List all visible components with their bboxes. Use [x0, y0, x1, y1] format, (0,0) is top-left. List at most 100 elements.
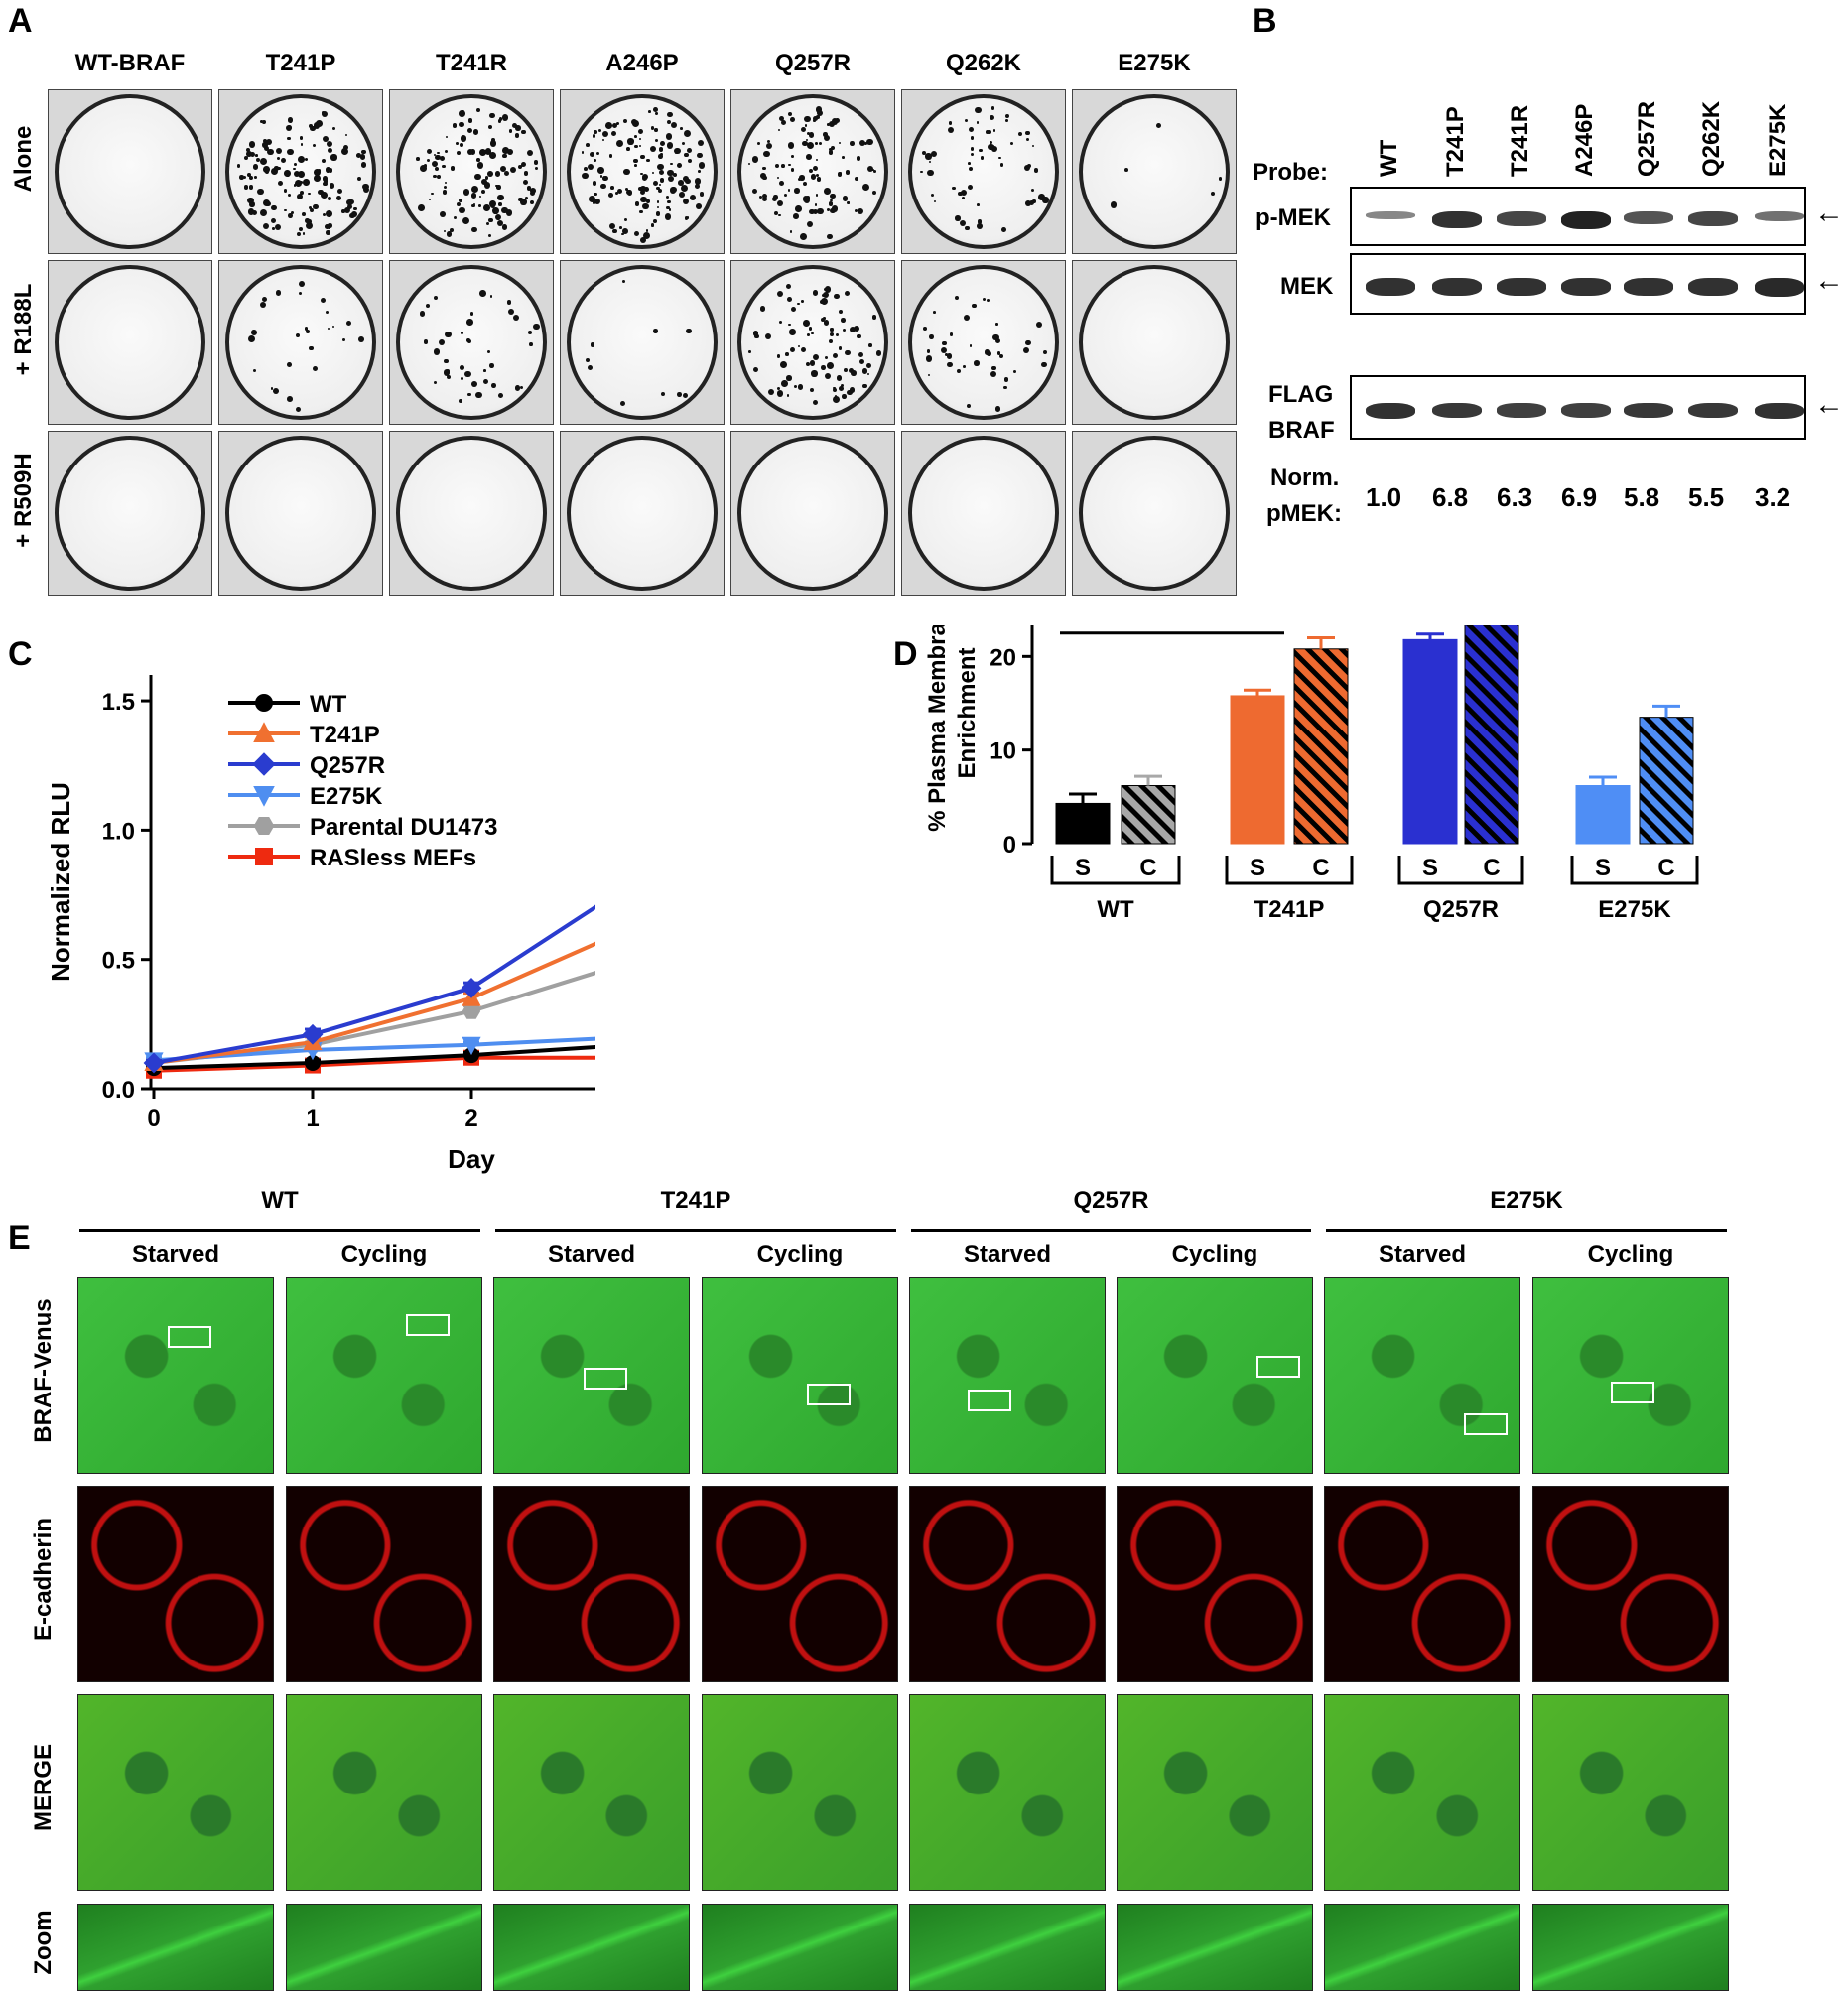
colony-dot [489, 294, 493, 298]
blot-band [1624, 211, 1673, 225]
colony-dot [751, 156, 758, 163]
colony-column-label: T241R [435, 50, 508, 76]
colony-dot [496, 219, 503, 226]
colony-dot [794, 188, 800, 194]
micrograph [286, 1694, 482, 1891]
data-point [462, 1036, 481, 1056]
culture-dish [396, 265, 547, 420]
colony-dot [753, 366, 759, 373]
colony-dot [640, 154, 645, 160]
data-point [253, 722, 275, 742]
zoom-micrograph [1324, 1904, 1520, 1991]
colony-dot [639, 189, 646, 196]
colony-dot [464, 370, 471, 378]
colony-dot [830, 146, 835, 150]
colony-dot [298, 170, 305, 178]
colony-dot [521, 164, 524, 167]
colony-dot [314, 168, 321, 176]
colony-dot [932, 310, 936, 314]
colony-dot [273, 167, 276, 170]
colony-dot [520, 162, 527, 168]
colony-dot [313, 365, 319, 371]
colony-dot [800, 232, 807, 240]
colony-dot [485, 221, 490, 225]
data-point [305, 1054, 321, 1071]
colony-dot [509, 167, 516, 174]
colony-dot [588, 164, 594, 171]
colony-dot [803, 196, 810, 202]
culture-dish [55, 265, 205, 420]
colony-dot [1033, 168, 1039, 173]
colony-dot [418, 204, 426, 212]
data-point [461, 977, 482, 998]
colony-column-label: WT-BRAF [74, 50, 186, 76]
colony-dot [520, 385, 524, 389]
colony-dot [431, 160, 439, 168]
colony-dot [590, 342, 595, 347]
colony-dot [605, 122, 613, 129]
colony-dot [299, 136, 304, 140]
colony-dot [287, 362, 292, 367]
colony-dot [619, 400, 626, 407]
bar-group [1121, 774, 1176, 845]
colony-dot [843, 329, 847, 332]
colony-dot [610, 186, 614, 190]
colony-dot [322, 176, 329, 182]
colony-dot [871, 315, 877, 320]
colony-dot [638, 144, 641, 147]
colony-dot [681, 141, 685, 145]
legend-entry: E275K [228, 783, 383, 810]
colony-dot [444, 229, 447, 232]
colony-dot [823, 317, 826, 320]
colony-dot [495, 215, 501, 221]
arrow-left-icon: ← [1814, 264, 1844, 297]
colony-dot [309, 345, 314, 350]
colony-dot [977, 219, 983, 224]
colony-dot [1156, 123, 1162, 129]
colony-dot [873, 169, 876, 173]
colony-dot [431, 192, 434, 196]
colony-dot [592, 181, 596, 186]
norm-pmek-value: 6.8 [1432, 482, 1469, 512]
blot-membrane [1350, 375, 1806, 440]
colony-dot [243, 156, 249, 161]
colony-dot [262, 119, 266, 124]
bar [1293, 648, 1349, 845]
colony-dot [438, 338, 445, 345]
blot-band [1497, 211, 1546, 226]
micrograph [1117, 1486, 1313, 1682]
colony-dot [427, 158, 431, 162]
colony-dot [515, 125, 521, 131]
colony-dot [260, 120, 263, 123]
micrograph [493, 1277, 690, 1474]
colony-dot [850, 141, 855, 147]
colony-dot [970, 135, 975, 140]
colony-dot [456, 201, 461, 207]
colony-dot [633, 158, 638, 164]
colony-dot [642, 203, 649, 210]
colony-dot [778, 321, 783, 325]
colony-dot [265, 201, 271, 207]
colony-dot [634, 201, 640, 206]
colony-dot [954, 295, 959, 300]
culture-dish [55, 94, 205, 249]
blot-band [1561, 402, 1611, 418]
colony-dot [781, 380, 788, 387]
colony-dot [287, 136, 291, 141]
colony-plate [901, 260, 1066, 425]
colony-dot [487, 125, 493, 130]
y-tick-label: 0.0 [102, 1077, 135, 1104]
colony-dot [830, 328, 834, 332]
panel-d-bar-chart: 0102030% Plasma MembraneEnrichmentSCSCSC… [924, 625, 1699, 923]
colony-dot [828, 201, 834, 206]
colony-dot [273, 388, 280, 395]
colony-dot [342, 144, 348, 150]
colony-dot [277, 156, 281, 161]
colony-dot [667, 111, 673, 118]
colony-dot [850, 387, 856, 393]
colony-dot [524, 196, 529, 200]
blot-label-pmek: p-MEK [1255, 204, 1331, 231]
colony-dot [502, 153, 507, 159]
colony-dot [309, 207, 315, 212]
colony-dot [856, 156, 861, 161]
